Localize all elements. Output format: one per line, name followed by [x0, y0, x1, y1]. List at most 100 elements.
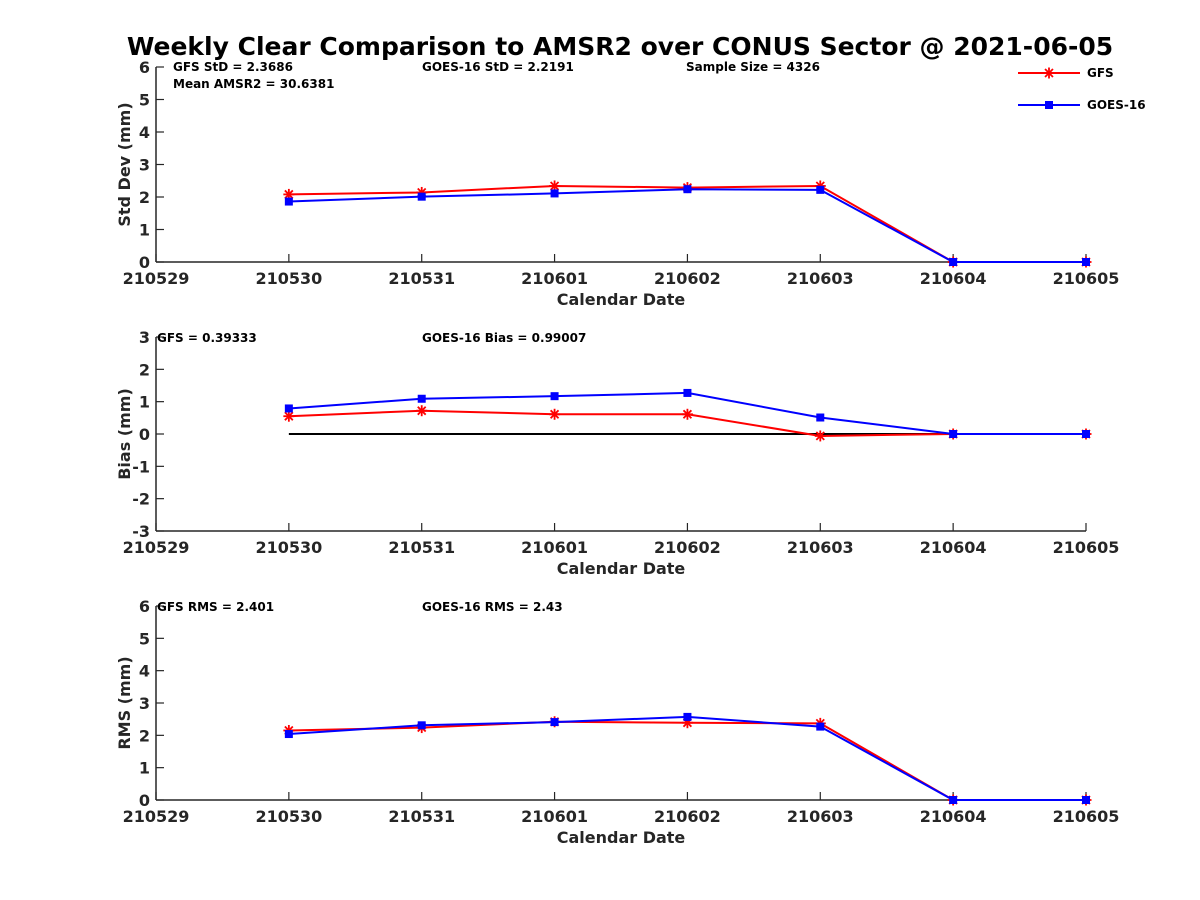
x-axis-label: Calendar Date	[557, 559, 686, 578]
goes-line	[288, 715, 1086, 801]
goes-line	[288, 188, 1086, 263]
goes-point	[816, 185, 825, 194]
x-tick-label: 210602	[654, 269, 721, 288]
x-tick-label: 210602	[654, 538, 721, 557]
goes-point	[683, 185, 692, 194]
marker-stroke	[284, 411, 294, 421]
gfs-point	[416, 405, 428, 417]
goes-point	[417, 394, 426, 403]
y-tick-label: 2	[139, 188, 150, 207]
legend-label: GFS	[1087, 66, 1114, 80]
y-tick-label: -2	[132, 490, 150, 509]
y-tick-label: 5	[139, 91, 150, 110]
goes-point	[949, 258, 958, 266]
x-tick-label: 210530	[255, 538, 322, 557]
gfs-line	[288, 720, 1086, 801]
stat-annotation: GFS RMS = 2.401	[157, 600, 274, 614]
goes-point	[284, 404, 293, 413]
marker-stroke	[549, 181, 560, 191]
legend-entry-goes: GOES-16	[1018, 98, 1146, 112]
marker-stroke	[549, 409, 560, 419]
goes-point	[1082, 796, 1090, 804]
y-tick-label: 4	[139, 662, 150, 681]
series-goes	[284, 388, 1090, 438]
goes-point	[949, 796, 958, 804]
marker-stroke	[1044, 68, 1054, 78]
x-tick-label: 210601	[521, 807, 588, 826]
marker-stroke	[682, 409, 693, 419]
stat-annotation: Mean AMSR2 = 30.6381	[173, 77, 334, 91]
y-tick-label: 4	[139, 123, 150, 142]
x-tick-label: 210531	[388, 269, 455, 288]
y-axis-label: Bias (mm)	[115, 388, 134, 480]
x-tick-label: 210529	[123, 269, 190, 288]
gfs-point	[814, 430, 826, 442]
series-goes	[284, 712, 1090, 804]
legend: GFS GOES-16	[1018, 66, 1146, 112]
goes-point	[550, 392, 559, 401]
marker-stroke	[417, 406, 427, 416]
x-tick-label: 210602	[654, 807, 721, 826]
y-axis-label: RMS (mm)	[115, 656, 134, 749]
x-tick-label: 210604	[920, 269, 987, 288]
legend-entry-gfs: GFS	[1018, 66, 1114, 80]
y-axis-label: Std Dev (mm)	[115, 102, 134, 226]
stat-annotation: GOES-16 Bias = 0.99007	[422, 331, 586, 345]
goes-point	[949, 430, 958, 438]
x-tick-label: 210603	[787, 269, 854, 288]
stat-annotation: GOES-16 StD = 2.2191	[422, 60, 574, 74]
x-axis-label: Calendar Date	[557, 290, 686, 309]
x-tick-label: 210601	[521, 538, 588, 557]
goes-point	[1082, 258, 1090, 266]
y-tick-label: 0	[139, 253, 150, 272]
x-tick-label: 210601	[521, 269, 588, 288]
x-axis-label: Calendar Date	[557, 828, 686, 847]
gfs-point	[549, 408, 561, 420]
series-goes	[284, 185, 1090, 266]
x-tick-label: 210530	[255, 269, 322, 288]
chart-panel-1: 0 1 2 3 4 5 6 210529 210530 210531 210601 210602 210…	[115, 58, 1119, 309]
chart-panel-2: -3 -2 -1 0 1 2 3 210529 210530 210531 210601 210602…	[115, 328, 1119, 578]
x-tick-label: 210605	[1053, 807, 1120, 826]
stat-annotation: GOES-16 RMS = 2.43	[422, 600, 563, 614]
goes-point	[284, 730, 293, 739]
goes-point	[417, 721, 426, 730]
legend-marker	[1045, 101, 1053, 109]
y-tick-label: 0	[139, 425, 150, 444]
figure-title: Weekly Clear Comparison to AMSR2 over CO…	[127, 32, 1113, 61]
x-tick-label: 210603	[787, 807, 854, 826]
y-tick-label: 3	[139, 156, 150, 175]
goes-point	[683, 712, 692, 721]
x-tick-label: 210603	[787, 538, 854, 557]
y-tick-label: 2	[139, 726, 150, 745]
chart-panel-3: 0 1 2 3 4 5 6 210529 210530 210531 210601 210602 210…	[115, 597, 1119, 847]
gfs-point	[549, 180, 561, 192]
goes-point	[284, 197, 293, 206]
y-tick-label: 2	[139, 360, 150, 379]
goes-point	[550, 189, 559, 198]
stat-annotation: Sample Size = 4326	[686, 60, 820, 74]
goes-point	[683, 388, 692, 397]
y-tick-label: 1	[139, 759, 150, 778]
goes-point	[816, 722, 825, 731]
marker-stroke	[815, 431, 825, 441]
x-tick-label: 210531	[388, 538, 455, 557]
y-tick-label: -1	[132, 457, 150, 476]
stat-annotation: GFS StD = 2.3686	[173, 60, 293, 74]
goes-point	[550, 718, 559, 727]
y-tick-label: -3	[132, 522, 150, 541]
gfs-point	[283, 410, 295, 422]
x-tick-label: 210604	[920, 538, 987, 557]
y-tick-label: 1	[139, 221, 150, 240]
x-tick-label: 210529	[123, 538, 190, 557]
goes-point	[816, 413, 825, 422]
x-tick-label: 210605	[1053, 538, 1120, 557]
y-tick-label: 5	[139, 629, 150, 648]
legend-marker	[1043, 67, 1055, 79]
x-tick-label: 210605	[1053, 269, 1120, 288]
y-tick-label: 6	[139, 58, 150, 77]
x-tick-label: 210604	[920, 807, 987, 826]
goes-point	[1082, 430, 1090, 438]
